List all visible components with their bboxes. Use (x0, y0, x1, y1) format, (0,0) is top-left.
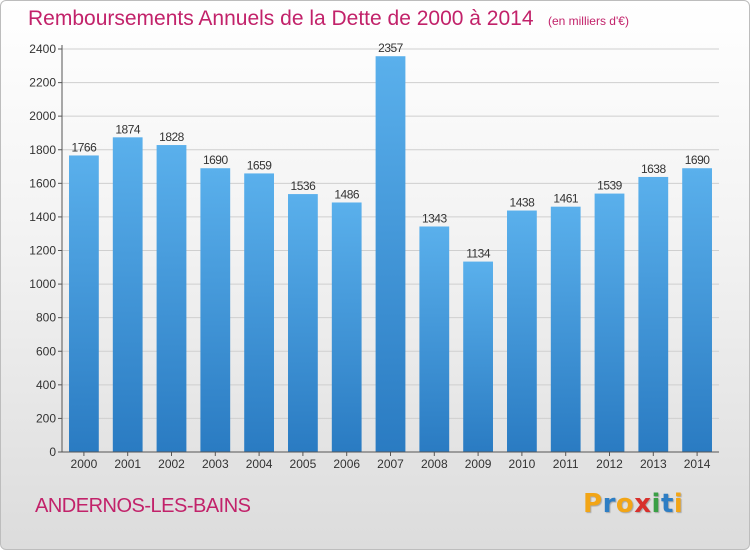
bars (69, 56, 712, 453)
y-tick-label: 400 (36, 378, 56, 392)
data-labels: 1766 1874 1828 1690 1659 1536 1486 2357 1343 1134… (72, 41, 711, 260)
bar-2012[interactable] (594, 193, 625, 453)
bar-2011[interactable] (550, 206, 581, 452)
x-tick-label: 2011 (553, 457, 579, 471)
data-label-2009: 1134 (466, 247, 491, 261)
data-label-2013: 1638 (641, 162, 667, 176)
logo-letter: P (583, 489, 603, 519)
x-tick-label: 2007 (377, 457, 404, 471)
data-label-2014: 1690 (685, 153, 711, 167)
data-label-2007: 2357 (378, 41, 404, 55)
y-tick-label: 2400 (29, 42, 56, 56)
unit-text: (en milliers d'€) (547, 14, 629, 28)
x-tick-label: 2013 (640, 457, 667, 471)
x-tick-label: 2006 (333, 457, 360, 471)
data-label-2008: 1343 (422, 211, 448, 225)
data-label-2011: 1461 (553, 192, 579, 206)
x-tick-label: 2000 (71, 457, 98, 471)
x-tick-label: 2005 (290, 457, 317, 471)
y-tick-label: 1000 (29, 277, 56, 291)
bar-2007[interactable] (375, 56, 406, 452)
bar-2003[interactable] (200, 168, 231, 453)
bar-2010[interactable] (507, 210, 537, 452)
bar-2001[interactable] (112, 137, 143, 453)
logo-letter: i (673, 489, 684, 519)
data-label-2001: 1874 (115, 122, 141, 136)
logo-letter: t (660, 489, 674, 519)
logo-letter: r (602, 489, 616, 519)
y-tick-label: 600 (36, 344, 56, 358)
y-tick-label: 2000 (29, 109, 56, 123)
axes: 0 200 400 600 800 1000 1200 1400 1600 1800 2000 220… (29, 42, 719, 471)
bar-2009[interactable] (463, 261, 493, 452)
data-label-2000: 1766 (72, 140, 98, 154)
x-tick-label: 2008 (421, 457, 448, 471)
data-label-2002: 1828 (159, 130, 185, 144)
y-tick-label: 800 (36, 311, 56, 325)
logo-letter: i (651, 489, 661, 519)
x-tick-label: 2012 (596, 457, 623, 471)
logo-letter: x (634, 489, 652, 519)
y-tick-label: 0 (49, 445, 56, 459)
y-tick-label: 1400 (29, 210, 56, 224)
data-label-2003: 1690 (203, 153, 229, 167)
x-tick-label: 2014 (684, 457, 711, 471)
bar-2005[interactable] (288, 194, 318, 452)
title-text: Remboursements Annuels de la Dette de 20… (28, 7, 534, 30)
commune-name: ANDERNOS-LES-BAINS (35, 495, 251, 517)
bar-2004[interactable] (244, 173, 274, 452)
logo-letter: o (615, 489, 635, 519)
proxiti-logo[interactable]: Proxiti (583, 489, 683, 519)
y-tick-label: 2200 (29, 76, 56, 90)
x-tick-label: 2001 (114, 457, 141, 471)
bar-2013[interactable] (638, 176, 669, 452)
chart-title: Remboursements Annuels de la Dette de 20… (28, 7, 629, 31)
bar-2002[interactable] (156, 145, 187, 452)
bar-2008[interactable] (419, 226, 450, 452)
bar-2000[interactable] (69, 155, 99, 452)
bar-2006[interactable] (331, 202, 362, 452)
x-tick-label: 2003 (202, 457, 229, 471)
x-tick-label: 2002 (158, 457, 185, 471)
data-label-2006: 1486 (334, 187, 360, 201)
y-tick-label: 1600 (29, 176, 56, 190)
data-label-2004: 1659 (247, 158, 273, 172)
bar-2014[interactable] (682, 168, 712, 453)
x-tick-label: 2009 (465, 457, 492, 471)
y-tick-label: 1200 (29, 244, 56, 258)
x-tick-label: 2004 (246, 457, 273, 471)
y-tick-label: 1800 (29, 143, 56, 157)
y-tick-label: 200 (36, 411, 56, 425)
data-label-2012: 1539 (597, 179, 623, 193)
data-label-2005: 1536 (291, 179, 317, 193)
x-tick-label: 2010 (509, 457, 536, 471)
data-label-2010: 1438 (510, 196, 536, 210)
